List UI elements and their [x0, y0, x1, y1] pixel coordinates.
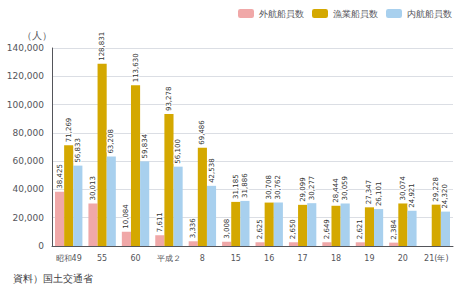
- svg-text:42,538: 42,538: [208, 158, 216, 183]
- svg-text:内航船員数: 内航船員数: [407, 9, 452, 19]
- svg-text:18: 18: [331, 254, 341, 263]
- svg-text:20,000: 20,000: [13, 213, 45, 223]
- svg-text:漁業船員数: 漁業船員数: [333, 9, 378, 19]
- svg-text:2,621: 2,621: [356, 219, 364, 239]
- svg-text:26,101: 26,101: [375, 182, 383, 207]
- svg-text:平成２: 平成２: [157, 254, 181, 263]
- svg-text:38,425: 38,425: [56, 164, 64, 189]
- svg-text:昭和49: 昭和49: [56, 254, 82, 263]
- svg-text:128,831: 128,831: [98, 32, 106, 61]
- svg-text:30,059: 30,059: [341, 176, 349, 201]
- svg-text:59,834: 59,834: [141, 133, 149, 158]
- svg-text:30,708: 30,708: [265, 175, 273, 200]
- svg-text:30,074: 30,074: [399, 175, 407, 200]
- svg-text:56,100: 56,100: [174, 139, 182, 164]
- svg-text:7,611: 7,611: [156, 212, 164, 232]
- svg-text:8: 8: [200, 254, 205, 263]
- svg-text:3,336: 3,336: [189, 218, 197, 239]
- svg-text:30,013: 30,013: [89, 176, 97, 201]
- svg-text:2,650: 2,650: [289, 219, 297, 239]
- svg-text:2,384: 2,384: [390, 219, 398, 240]
- svg-text:60,000: 60,000: [13, 156, 45, 166]
- svg-text:（人）: （人）: [22, 30, 52, 41]
- svg-text:10,084: 10,084: [122, 204, 130, 229]
- svg-text:29,099: 29,099: [299, 177, 307, 202]
- svg-text:140,000: 140,000: [7, 43, 44, 53]
- svg-text:24,320: 24,320: [441, 184, 449, 209]
- svg-text:113,630: 113,630: [132, 53, 140, 82]
- svg-text:55: 55: [97, 254, 107, 263]
- svg-text:69,486: 69,486: [198, 120, 206, 145]
- svg-text:19: 19: [364, 254, 374, 263]
- svg-text:63,208: 63,208: [107, 129, 115, 154]
- svg-text:2,625: 2,625: [256, 219, 264, 239]
- svg-text:71,269: 71,269: [65, 118, 73, 143]
- svg-text:外航船員数: 外航船員数: [259, 9, 304, 19]
- svg-text:27,347: 27,347: [365, 180, 373, 205]
- svg-text:31,185: 31,185: [232, 174, 240, 199]
- svg-text:60: 60: [130, 254, 140, 263]
- svg-text:100,000: 100,000: [7, 100, 44, 110]
- svg-text:17: 17: [298, 254, 308, 263]
- svg-text:24,921: 24,921: [408, 183, 416, 208]
- svg-text:16: 16: [264, 254, 274, 263]
- svg-text:3,008: 3,008: [223, 219, 231, 239]
- svg-text:30,277: 30,277: [308, 176, 316, 201]
- svg-text:28,444: 28,444: [332, 178, 340, 203]
- svg-text:21(年): 21(年): [424, 254, 448, 263]
- svg-text:15: 15: [231, 254, 241, 263]
- svg-text:93,278: 93,278: [165, 87, 173, 112]
- svg-text:120,000: 120,000: [7, 71, 44, 81]
- svg-text:40,000: 40,000: [13, 184, 45, 194]
- svg-text:30,762: 30,762: [274, 175, 282, 200]
- svg-text:0: 0: [38, 241, 44, 251]
- svg-text:56,833: 56,833: [74, 138, 82, 163]
- svg-text:80,000: 80,000: [13, 128, 45, 138]
- svg-text:資料）国土交通省: 資料）国土交通省: [13, 273, 93, 284]
- svg-text:29,228: 29,228: [432, 177, 440, 202]
- svg-text:20: 20: [398, 254, 408, 263]
- svg-text:2,649: 2,649: [323, 219, 331, 239]
- svg-text:31,886: 31,886: [241, 173, 249, 198]
